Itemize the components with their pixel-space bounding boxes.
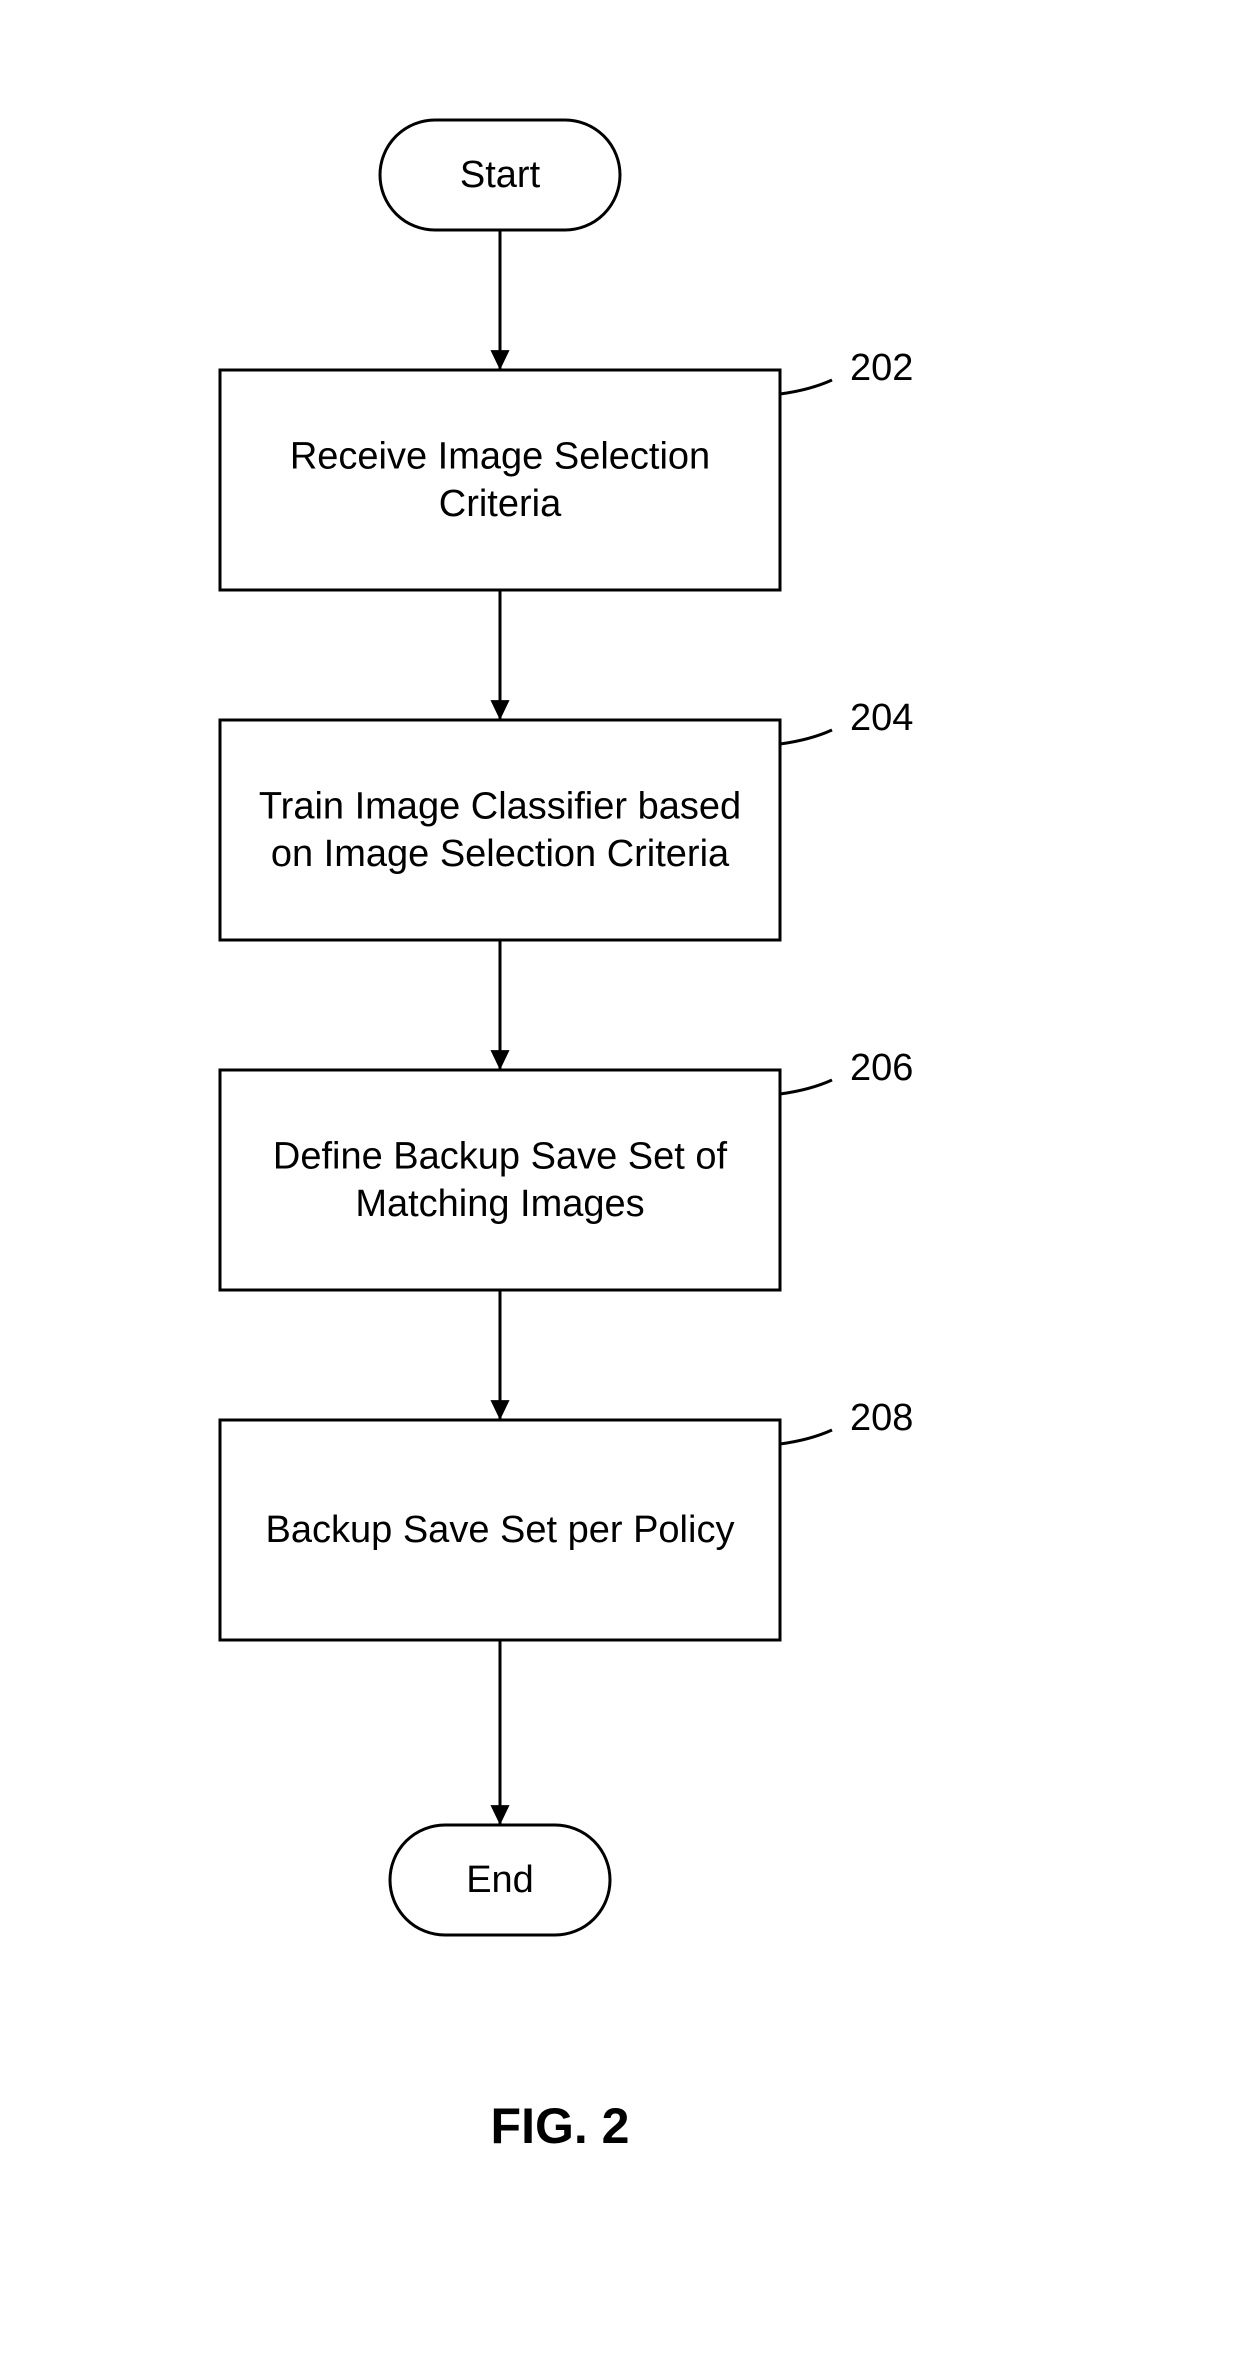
process-label-line: Train Image Classifier based — [259, 785, 741, 827]
start-label: Start — [460, 154, 541, 196]
process-label-line: Receive Image Selection — [290, 435, 710, 477]
ref-number-204: 204 — [850, 697, 913, 739]
process-label-line: Backup Save Set per Policy — [266, 1509, 735, 1551]
process-box-202 — [220, 370, 780, 590]
figure-caption: FIG. 2 — [491, 2098, 630, 2154]
ref-connector — [780, 1430, 832, 1444]
process-box-206 — [220, 1070, 780, 1290]
edge-arrowhead — [490, 700, 509, 720]
ref-number-202: 202 — [850, 347, 913, 389]
process-label-line: Matching Images — [355, 1183, 644, 1225]
process-label-line: Define Backup Save Set of — [273, 1135, 728, 1177]
edge-arrowhead — [490, 1805, 509, 1825]
process-label-line: on Image Selection Criteria — [271, 833, 730, 875]
ref-connector — [780, 380, 832, 394]
process-box-204 — [220, 720, 780, 940]
flowchart-figure: Start Receive Image Selection Criteria 202 T… — [0, 0, 1240, 2364]
ref-connector — [780, 1080, 832, 1094]
edge-arrowhead — [490, 350, 509, 370]
ref-number-208: 208 — [850, 1397, 913, 1439]
edge-arrowhead — [490, 1050, 509, 1070]
process-label-line: Criteria — [439, 483, 562, 525]
ref-connector — [780, 730, 832, 744]
edge-arrowhead — [490, 1400, 509, 1420]
end-label: End — [466, 1859, 534, 1901]
ref-number-206: 206 — [850, 1047, 913, 1089]
